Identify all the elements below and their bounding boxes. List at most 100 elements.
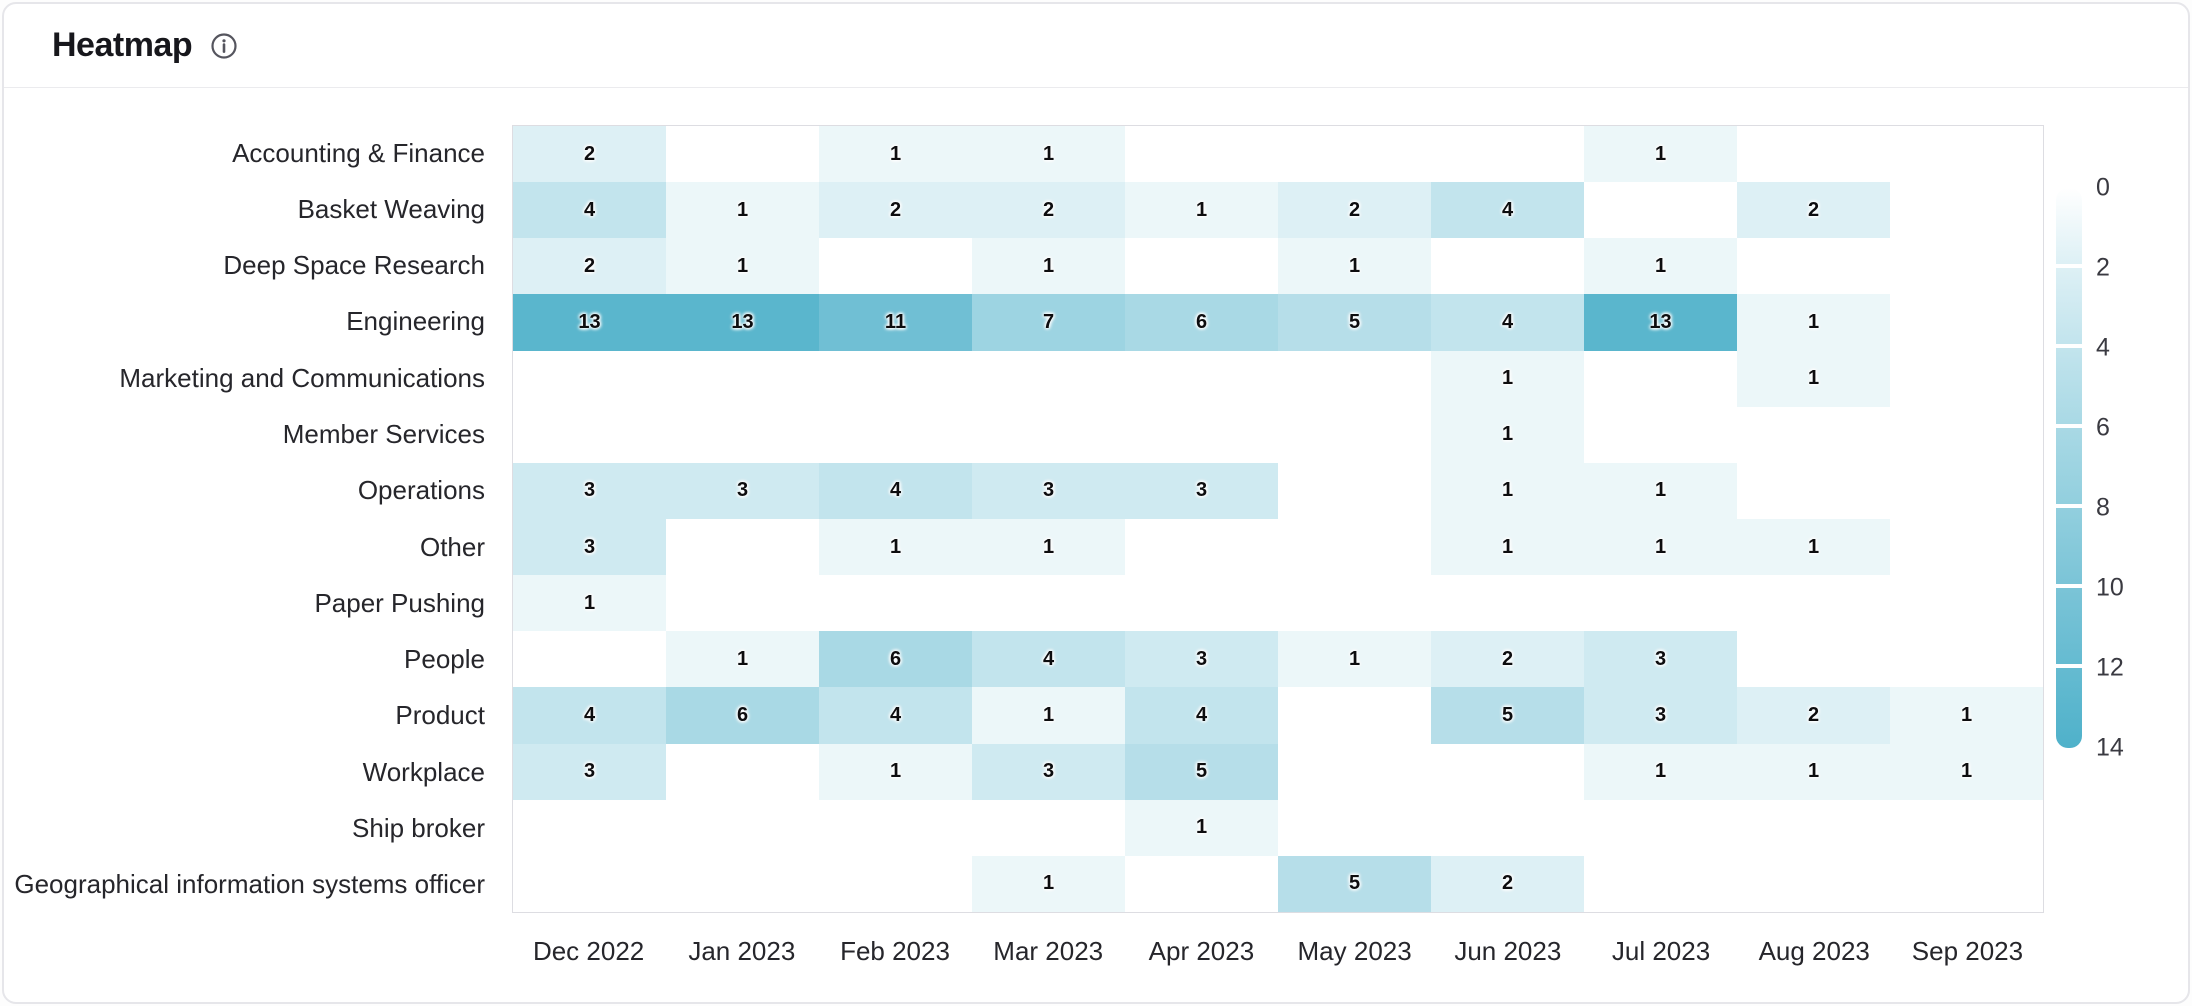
heatmap-cell[interactable] — [1737, 855, 1890, 912]
heatmap-cell[interactable]: 1 — [1737, 518, 1890, 576]
heatmap-cell[interactable]: 1 — [1584, 518, 1737, 576]
heatmap-cell[interactable] — [666, 518, 819, 576]
heatmap-cell[interactable] — [1584, 182, 1737, 239]
heatmap-cell[interactable]: 5 — [1125, 743, 1278, 800]
heatmap-cell[interactable]: 11 — [819, 294, 972, 351]
heatmap-cell[interactable] — [1737, 799, 1890, 856]
heatmap-cell[interactable]: 2 — [1431, 631, 1584, 688]
heatmap-cell[interactable] — [1584, 799, 1737, 856]
heatmap-cell[interactable] — [1584, 406, 1737, 463]
heatmap-cell[interactable] — [666, 406, 819, 463]
heatmap-cell[interactable] — [1125, 238, 1278, 295]
heatmap-cell[interactable] — [819, 855, 972, 912]
heatmap-cell[interactable] — [819, 406, 972, 463]
heatmap-cell[interactable]: 1 — [666, 238, 819, 295]
heatmap-cell[interactable]: 1 — [1431, 350, 1584, 407]
heatmap-cell[interactable]: 1 — [819, 126, 972, 183]
heatmap-cell[interactable] — [1737, 406, 1890, 463]
heatmap-cell[interactable] — [1278, 126, 1431, 183]
heatmap-cell[interactable] — [819, 350, 972, 407]
heatmap-cell[interactable]: 1 — [1890, 687, 2043, 744]
heatmap-cell[interactable]: 2 — [1737, 687, 1890, 744]
heatmap-cell[interactable]: 3 — [972, 462, 1125, 519]
heatmap-cell[interactable]: 1 — [1125, 182, 1278, 239]
heatmap-cell[interactable]: 4 — [972, 631, 1125, 688]
heatmap-cell[interactable] — [972, 575, 1125, 632]
heatmap-cell[interactable] — [666, 743, 819, 800]
heatmap-cell[interactable] — [1431, 743, 1584, 800]
heatmap-cell[interactable] — [1890, 855, 2043, 912]
heatmap-cell[interactable] — [1737, 631, 1890, 688]
heatmap-cell[interactable]: 2 — [513, 238, 666, 295]
heatmap-cell[interactable]: 1 — [1584, 743, 1737, 800]
heatmap-cell[interactable] — [1890, 462, 2043, 519]
heatmap-cell[interactable] — [1584, 855, 1737, 912]
heatmap-cell[interactable]: 1 — [819, 743, 972, 800]
heatmap-cell[interactable] — [513, 799, 666, 856]
heatmap-cell[interactable]: 3 — [666, 462, 819, 519]
heatmap-cell[interactable] — [1278, 350, 1431, 407]
heatmap-cell[interactable]: 1 — [666, 182, 819, 239]
heatmap-cell[interactable] — [1125, 350, 1278, 407]
heatmap-cell[interactable]: 1 — [1431, 518, 1584, 576]
heatmap-cell[interactable]: 2 — [819, 182, 972, 239]
heatmap-cell[interactable] — [1125, 855, 1278, 912]
heatmap-cell[interactable] — [819, 575, 972, 632]
heatmap-cell[interactable] — [1278, 406, 1431, 463]
heatmap-cell[interactable]: 13 — [513, 294, 666, 351]
heatmap-cell[interactable]: 3 — [1584, 631, 1737, 688]
heatmap-cell[interactable]: 5 — [1278, 855, 1431, 912]
heatmap-cell[interactable]: 1 — [1584, 238, 1737, 295]
heatmap-cell[interactable] — [1890, 518, 2043, 576]
heatmap-cell[interactable] — [666, 575, 819, 632]
heatmap-cell[interactable] — [1431, 126, 1584, 183]
heatmap-cell[interactable] — [972, 799, 1125, 856]
heatmap-cell[interactable]: 1 — [819, 518, 972, 576]
heatmap-cell[interactable]: 1 — [1737, 294, 1890, 351]
heatmap-cell[interactable] — [1890, 238, 2043, 295]
heatmap-cell[interactable]: 1 — [972, 518, 1125, 576]
heatmap-cell[interactable]: 1 — [1584, 126, 1737, 183]
heatmap-cell[interactable]: 1 — [666, 631, 819, 688]
heatmap-cell[interactable]: 3 — [1125, 462, 1278, 519]
heatmap-cell[interactable]: 4 — [1431, 294, 1584, 351]
info-icon[interactable] — [210, 32, 238, 60]
heatmap-cell[interactable] — [1737, 462, 1890, 519]
heatmap-cell[interactable] — [1431, 238, 1584, 295]
heatmap-cell[interactable]: 4 — [819, 687, 972, 744]
heatmap-cell[interactable] — [1737, 575, 1890, 632]
heatmap-cell[interactable] — [666, 799, 819, 856]
heatmap-cell[interactable]: 5 — [1278, 294, 1431, 351]
heatmap-cell[interactable] — [1890, 126, 2043, 183]
heatmap-cell[interactable]: 4 — [1431, 182, 1584, 239]
heatmap-cell[interactable] — [1125, 518, 1278, 576]
heatmap-cell[interactable] — [1431, 575, 1584, 632]
heatmap-cell[interactable] — [1278, 799, 1431, 856]
heatmap-cell[interactable]: 1 — [972, 126, 1125, 183]
heatmap-cell[interactable]: 1 — [1431, 462, 1584, 519]
heatmap-cell[interactable] — [1737, 126, 1890, 183]
heatmap-cell[interactable] — [1890, 350, 2043, 407]
heatmap-cell[interactable] — [666, 350, 819, 407]
heatmap-cell[interactable] — [1278, 743, 1431, 800]
heatmap-cell[interactable] — [1584, 350, 1737, 407]
heatmap-cell[interactable]: 6 — [819, 631, 972, 688]
heatmap-cell[interactable] — [513, 406, 666, 463]
heatmap-cell[interactable]: 1 — [1125, 799, 1278, 856]
heatmap-cell[interactable]: 3 — [1125, 631, 1278, 688]
heatmap-cell[interactable] — [666, 126, 819, 183]
heatmap-cell[interactable]: 6 — [1125, 294, 1278, 351]
heatmap-cell[interactable]: 4 — [1125, 687, 1278, 744]
heatmap-cell[interactable] — [1737, 238, 1890, 295]
heatmap-cell[interactable] — [972, 406, 1125, 463]
heatmap-cell[interactable]: 1 — [1278, 631, 1431, 688]
heatmap-cell[interactable]: 3 — [513, 462, 666, 519]
heatmap-cell[interactable]: 1 — [972, 855, 1125, 912]
heatmap-cell[interactable] — [1125, 575, 1278, 632]
heatmap-cell[interactable]: 2 — [1431, 855, 1584, 912]
heatmap-cell[interactable] — [819, 799, 972, 856]
heatmap-cell[interactable] — [1890, 799, 2043, 856]
heatmap-cell[interactable] — [819, 238, 972, 295]
heatmap-cell[interactable] — [666, 855, 819, 912]
heatmap-cell[interactable] — [1890, 406, 2043, 463]
